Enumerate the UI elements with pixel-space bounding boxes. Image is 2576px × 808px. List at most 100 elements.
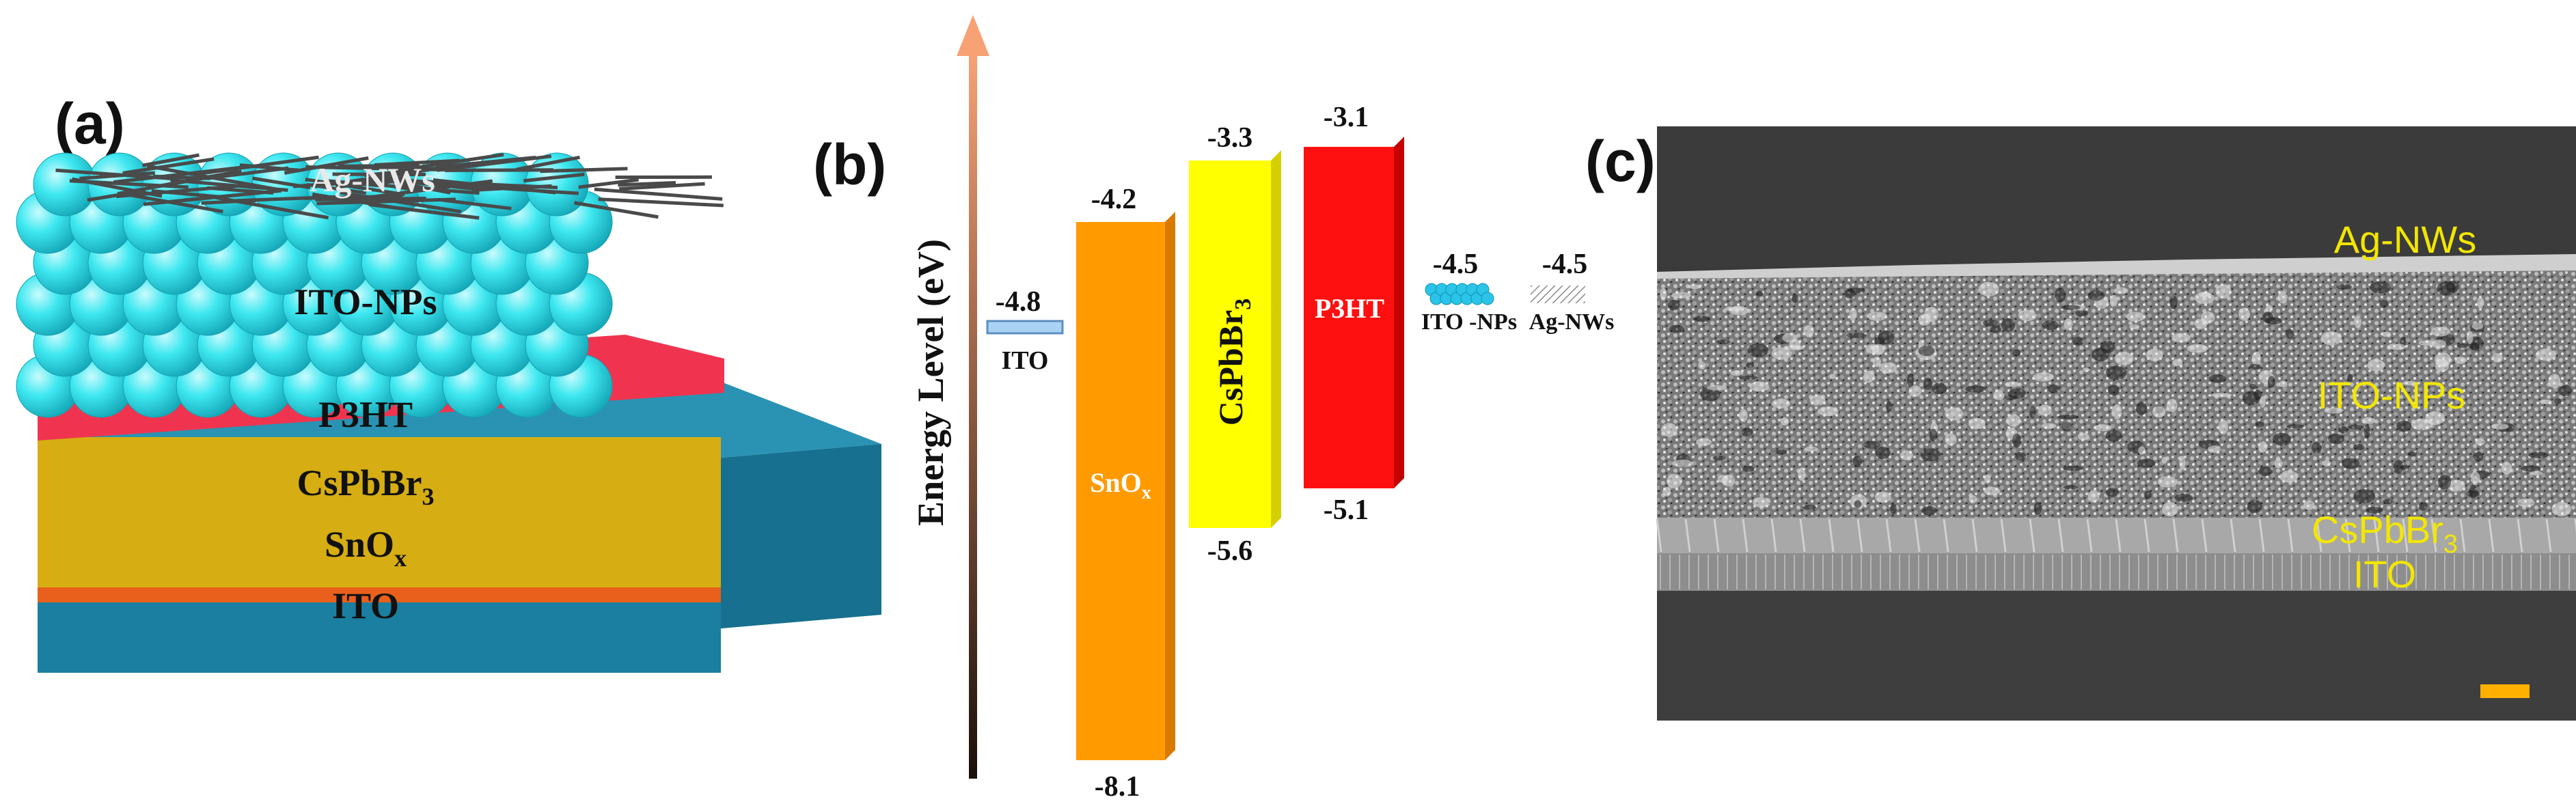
sem-pore bbox=[2353, 443, 2365, 451]
sem-pore bbox=[2146, 348, 2163, 361]
sem-pore bbox=[2469, 342, 2480, 351]
sem-pore bbox=[1738, 408, 1748, 422]
ag-nanowire bbox=[224, 195, 337, 203]
sem-pore bbox=[2418, 502, 2428, 511]
ito-front-face bbox=[38, 601, 721, 673]
sem-pore bbox=[2015, 451, 2027, 461]
sem-pore bbox=[1809, 395, 1826, 406]
sem-scale-bar bbox=[2480, 684, 2530, 698]
sem-pore bbox=[2029, 406, 2036, 419]
sem-grain-boundary bbox=[1656, 518, 1662, 553]
cspbbr3-bottom-value: -5.6 bbox=[1207, 535, 1253, 567]
sem-grain-boundary bbox=[2143, 518, 2150, 553]
sem-grain-boundary bbox=[2402, 518, 2409, 553]
sem-pore bbox=[2064, 318, 2073, 331]
sem-pore bbox=[2238, 307, 2250, 321]
sem-pore bbox=[2247, 499, 2262, 514]
sem-pore bbox=[1908, 385, 1922, 398]
ag-nanowire bbox=[368, 202, 480, 220]
ag-nanowire bbox=[252, 176, 311, 190]
sem-pore bbox=[2055, 288, 2066, 303]
ag-nanowire bbox=[619, 182, 705, 191]
sem-pore bbox=[2501, 462, 2512, 475]
sem-pore bbox=[2367, 359, 2385, 372]
sem-pore bbox=[2267, 376, 2275, 388]
ag-nanowire bbox=[115, 182, 254, 199]
sem-grain-boundary bbox=[1684, 518, 1691, 553]
snox-top-value: -4.2 bbox=[1091, 184, 1137, 215]
ag-nanowire bbox=[79, 171, 155, 180]
sem-pore bbox=[2107, 385, 2120, 396]
sem-pore bbox=[2539, 399, 2552, 404]
ag-nanowire bbox=[437, 154, 552, 172]
layer-label-cspbbr3-main: CsPbBr bbox=[297, 462, 422, 503]
ag-nanowire bbox=[151, 189, 228, 199]
ag-nanowire bbox=[284, 156, 369, 175]
sem-pore bbox=[1662, 487, 1671, 497]
sem-pore bbox=[1789, 339, 1801, 350]
sem-pore bbox=[1746, 362, 1754, 368]
sem-pore bbox=[1867, 311, 1887, 321]
sem-pore bbox=[2169, 295, 2178, 310]
sem-pore bbox=[2402, 380, 2417, 386]
sem-pore bbox=[1872, 357, 1881, 367]
sem-pore bbox=[2535, 348, 2557, 361]
ag-nanowire bbox=[598, 197, 724, 208]
sem-pore bbox=[2396, 420, 2411, 432]
sem-pore bbox=[2551, 501, 2571, 516]
layer-label-snox-sub: x bbox=[394, 544, 407, 572]
sem-pore bbox=[2012, 349, 2021, 357]
ito-np-dot bbox=[1481, 292, 1494, 305]
sem-pore bbox=[2200, 311, 2215, 324]
ag-nanowire bbox=[574, 201, 659, 219]
sem-pore bbox=[1932, 382, 1947, 395]
sem-pore bbox=[2380, 300, 2388, 308]
sem-pore bbox=[2038, 404, 2052, 416]
sem-grain-boundary bbox=[1828, 518, 1835, 553]
sem-label-ag-nws: Ag-NWs bbox=[2334, 218, 2476, 261]
ag-nanowire bbox=[338, 164, 420, 168]
sem-grain-boundary bbox=[2086, 518, 2093, 553]
panel-c-label: (c) bbox=[1585, 129, 1656, 193]
sem-pore bbox=[2363, 424, 2370, 439]
p3ht-top-value: -3.1 bbox=[1324, 102, 1369, 133]
sem-pore bbox=[2109, 294, 2118, 307]
sem-pore bbox=[2207, 445, 2221, 453]
ag-nanowire bbox=[122, 157, 215, 175]
layer-label-ag-nws: Ag-NWs bbox=[310, 161, 435, 199]
sem-grain-boundary bbox=[1742, 518, 1749, 553]
layer-label-ito-nps: ITO-NPs bbox=[294, 281, 437, 322]
sem-pore bbox=[1698, 361, 1706, 370]
sem-pore bbox=[1978, 281, 1999, 296]
ito-level-value: -4.8 bbox=[996, 286, 1041, 318]
p3ht-bar bbox=[1304, 147, 1394, 488]
energy-axis-arrowhead bbox=[957, 15, 989, 56]
sem-pore bbox=[2272, 432, 2292, 446]
sem-pore bbox=[2475, 438, 2485, 446]
sem-pore bbox=[1741, 428, 1753, 436]
sem-grain-boundary bbox=[1770, 518, 1777, 553]
sem-pore bbox=[1969, 495, 1977, 503]
sem-pore bbox=[2061, 305, 2081, 310]
sem-pore bbox=[2393, 460, 2404, 474]
sem-pore bbox=[2454, 357, 2467, 364]
sem-pore bbox=[2042, 320, 2059, 331]
ag-nanowire bbox=[578, 178, 639, 189]
sem-pore bbox=[2166, 398, 2178, 413]
sem-pore bbox=[1968, 417, 1986, 430]
sem-pore bbox=[1804, 446, 1818, 452]
sem-pore bbox=[1798, 467, 1806, 482]
sem-pore bbox=[1667, 473, 1682, 489]
sem-pore bbox=[2253, 389, 2262, 400]
sem-pore bbox=[1945, 433, 1957, 446]
ag-nanowire bbox=[207, 186, 274, 195]
sem-pore bbox=[1660, 288, 1667, 301]
sem-pore bbox=[2274, 458, 2283, 469]
sem-pore bbox=[2320, 331, 2342, 346]
sem-pore bbox=[2087, 490, 2100, 503]
sem-grain-boundary bbox=[2258, 518, 2265, 553]
sem-pore bbox=[1829, 374, 1836, 379]
sem-pore bbox=[1923, 307, 1939, 322]
sem-grain-boundary bbox=[2316, 518, 2322, 553]
sem-grain-boundary bbox=[2029, 518, 2036, 553]
